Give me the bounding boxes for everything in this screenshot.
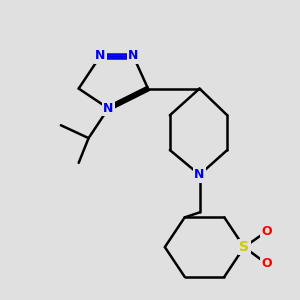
Text: N: N <box>103 102 114 115</box>
Text: N: N <box>194 168 205 181</box>
Text: O: O <box>262 257 272 270</box>
Text: S: S <box>239 240 249 254</box>
Text: N: N <box>95 50 106 62</box>
Text: N: N <box>128 50 138 62</box>
Text: O: O <box>262 225 272 238</box>
